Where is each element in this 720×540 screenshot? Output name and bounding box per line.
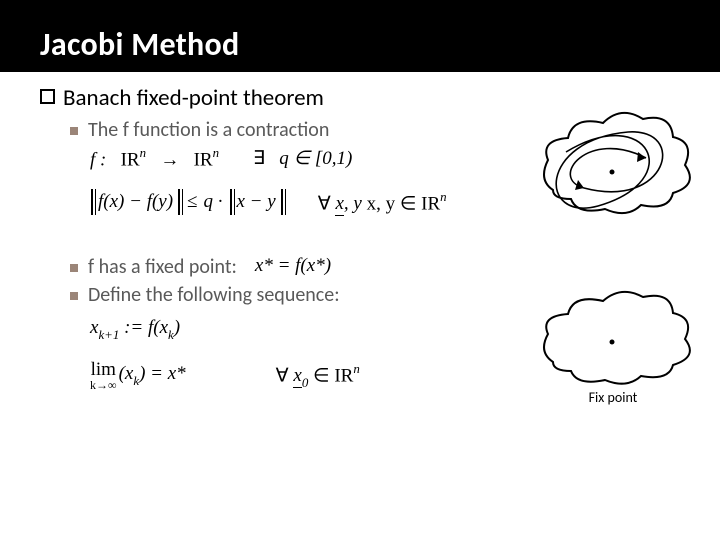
sym-f: f : — [90, 149, 106, 170]
norm-bar-icon — [91, 189, 93, 215]
sym-forall-1: ∀ — [318, 193, 331, 214]
sym-lim: lim — [91, 360, 116, 379]
sym-q-in: q ∈ [0,1) — [279, 148, 352, 169]
slide-title: Jacobi Method — [40, 25, 240, 64]
sym-eq-1: = — [273, 255, 295, 276]
sym-x0-sub: 0 — [302, 375, 308, 390]
square-bullet-icon — [70, 264, 78, 272]
sym-lim-sub: k→∞ — [90, 379, 117, 391]
norm-bar-icon — [281, 189, 283, 215]
diagram-caption: Fix point — [528, 389, 698, 406]
bullet-main: Banach fixed-point theorem — [40, 84, 680, 112]
sym-leq: ≤ — [181, 191, 203, 213]
sym-k-2: k — [133, 373, 139, 388]
sym-k-1: k — [168, 327, 174, 342]
square-bullet-icon — [70, 127, 78, 135]
sym-norm-lhs: f(x) − f(y) — [94, 191, 177, 213]
sym-lim-open: (x — [119, 363, 134, 384]
sym-n-2: n — [213, 145, 219, 160]
sym-IR-2: IR — [194, 149, 213, 170]
square-bullet-icon — [70, 292, 78, 300]
bullet-sub-1-label: The f function is a contraction — [88, 118, 329, 142]
sym-qdot: q · — [204, 191, 223, 213]
norm-bar-icon — [230, 189, 232, 215]
sym-n-3: n — [440, 189, 446, 204]
sym-lim-eq: = x* — [145, 363, 185, 384]
sym-fxk-close: ) — [174, 317, 180, 338]
bullet-main-label: Banach fixed-point theorem — [63, 84, 324, 112]
sym-fxstar: f(x*) — [295, 255, 331, 276]
fixed-point-diagram: Fix point — [528, 290, 698, 410]
sym-n-1: n — [140, 145, 146, 160]
bullet-sub-2: f has a fixed point: x* = f(x*) — [70, 255, 680, 279]
contraction-diagram — [528, 110, 698, 230]
sym-in-IR-2: ∈ IR — [308, 365, 353, 386]
sym-kp1: k+1 — [98, 327, 119, 342]
sym-fxk-open: f(x — [148, 317, 168, 338]
cloud-scribble-icon — [528, 110, 698, 230]
sym-n-4: n — [353, 361, 359, 376]
bullet-sub-2-label: f has a fixed point: — [88, 255, 237, 279]
norm-bar-icon — [178, 189, 180, 215]
sym-x-under: x — [335, 193, 343, 215]
sym-IR-1: IR — [121, 149, 140, 170]
sym-in-IR: x, y ∈ IR — [367, 193, 441, 214]
arrow-icon: → — [160, 149, 179, 170]
bullet-sub-3-label: Define the following sequence: — [88, 283, 340, 307]
sym-norm-rhs: x − y — [233, 191, 280, 213]
sym-xstar-1: x* — [255, 255, 273, 276]
square-outline-icon — [40, 89, 55, 104]
sym-exists: ∃ — [253, 148, 265, 169]
sym-x0: x — [293, 365, 301, 387]
sym-forall-2: ∀ — [276, 365, 289, 386]
sym-assign: := — [119, 317, 148, 338]
cloud-icon — [528, 290, 698, 390]
title-band: Jacobi Method — [0, 0, 720, 72]
